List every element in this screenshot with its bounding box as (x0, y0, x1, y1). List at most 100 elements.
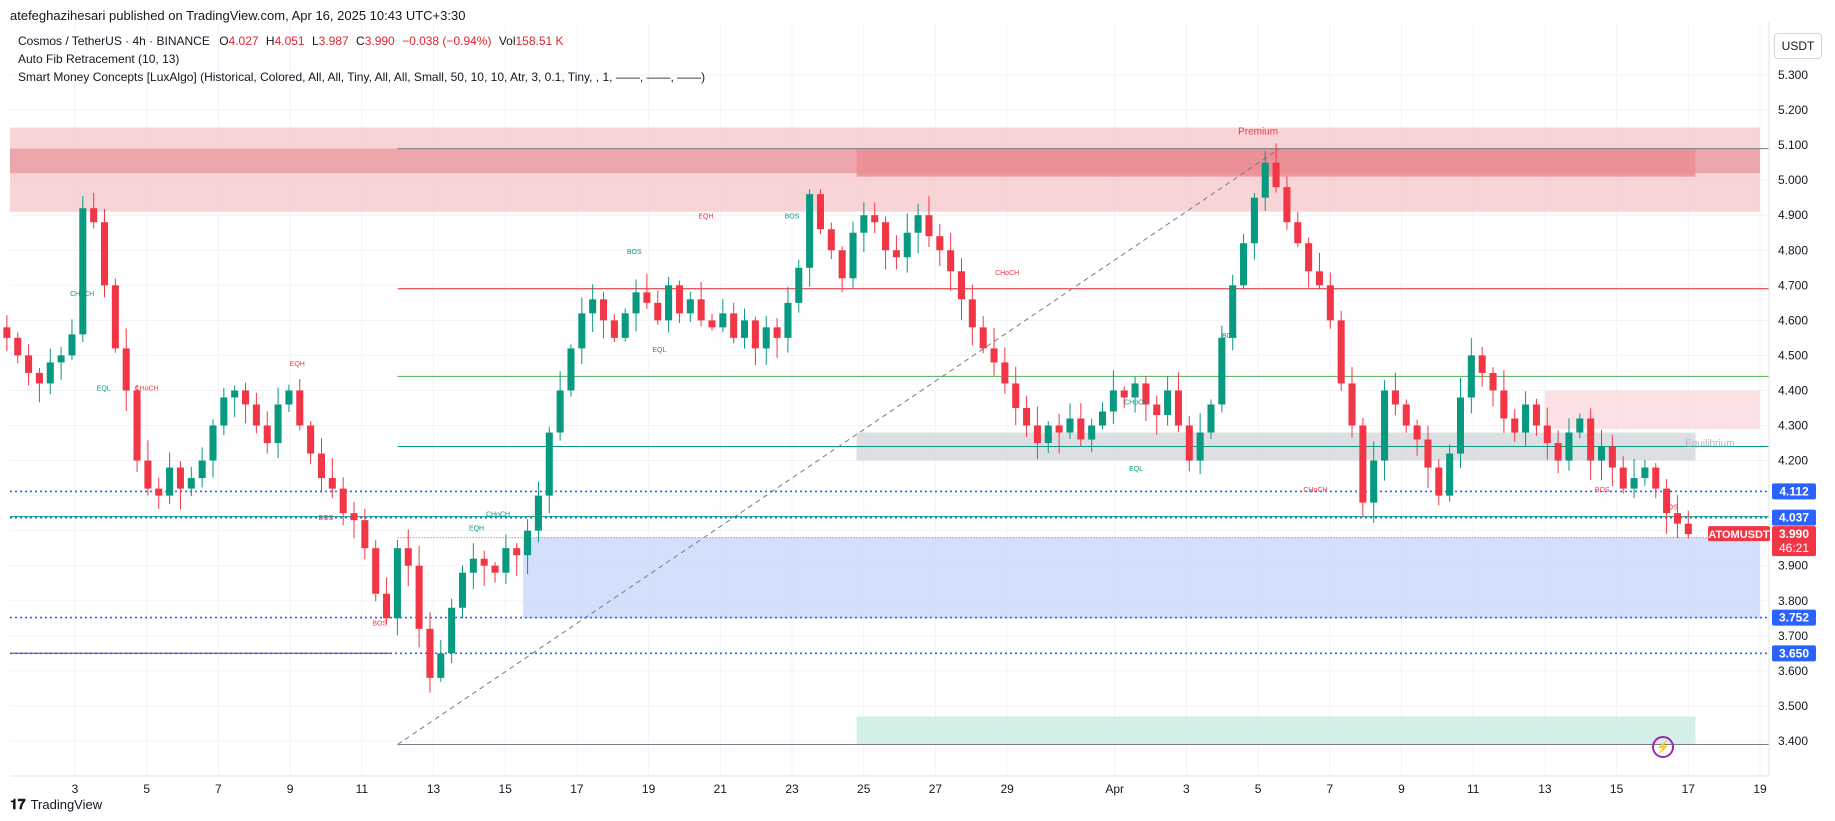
candle-body (990, 348, 998, 363)
candle-body (372, 548, 380, 594)
candle-body (979, 327, 987, 349)
candle-body (1315, 271, 1323, 286)
candle-body (665, 285, 673, 321)
candle-body (1489, 372, 1497, 391)
smc-label: EQH (290, 361, 305, 368)
ohlc-high-label: H (265, 34, 275, 48)
candle-body (1153, 404, 1161, 415)
candle-body (567, 348, 575, 391)
candle-body (35, 372, 43, 384)
price-badge-label: 3.752 (1779, 611, 1809, 625)
smc-label: BOS (1222, 333, 1237, 340)
candle-body (437, 653, 445, 678)
candle-body (415, 565, 423, 629)
y-tick-label: 3.800 (1778, 594, 1808, 608)
x-tick-label: 5 (1255, 782, 1262, 796)
price-badge[interactable] (1772, 509, 1816, 526)
candle-body (1381, 390, 1389, 461)
ohlc-open: 4.027 (228, 34, 259, 48)
candle-body (1630, 478, 1638, 489)
footer-brand[interactable]: 𝟏𝟕 TradingView (10, 796, 102, 813)
candle-body (686, 299, 694, 314)
last-price-badge[interactable] (1772, 526, 1816, 557)
price-badge[interactable] (1772, 483, 1816, 500)
candle-body (1174, 390, 1182, 426)
candle-body (296, 390, 304, 426)
candle-body (762, 327, 770, 349)
candle-body (502, 548, 510, 573)
y-tick-label: 4.500 (1778, 348, 1808, 362)
symbol-legend: Cosmos / TetherUS · 4h · BINANCE O4.027 … (18, 34, 564, 48)
candle-body (621, 313, 629, 338)
x-tick-label: 21 (714, 782, 728, 796)
ohlc-low: 3.987 (318, 34, 349, 48)
smc-label: BOS (319, 515, 334, 522)
y-tick-label: 3.400 (1778, 734, 1808, 748)
candle-body (1012, 383, 1020, 408)
candle-body (1587, 418, 1595, 461)
x-tick-label: 25 (857, 782, 871, 796)
x-tick-label: 17 (570, 782, 584, 796)
candle-body (827, 229, 835, 251)
candle-body (317, 453, 325, 479)
candle-body (1250, 197, 1258, 244)
smc-label: EQL (97, 385, 111, 392)
volume-value: 158.51 K (515, 34, 564, 48)
candle-body (1272, 162, 1280, 188)
candle-body (1077, 418, 1085, 440)
y-tick-label: 3.600 (1778, 664, 1808, 678)
indicator-smc[interactable]: Smart Money Concepts [LuxAlgo] (Historic… (18, 70, 706, 84)
candle-body (187, 478, 195, 489)
candle-body (524, 530, 532, 556)
candle-body (448, 607, 456, 654)
candle-body (892, 250, 900, 258)
candle-body (1033, 425, 1041, 444)
x-tick-label: 3 (72, 782, 79, 796)
price-badge[interactable] (1772, 645, 1816, 662)
y-tick-label: 3.700 (1778, 629, 1808, 643)
price-axis[interactable] (1769, 0, 1835, 821)
candle-body (339, 488, 347, 514)
candle-body (1001, 362, 1009, 384)
x-tick-label: 13 (1538, 782, 1552, 796)
candle-body (773, 327, 781, 338)
candle-body (795, 267, 803, 303)
smc-label: BOS (372, 620, 387, 627)
candle-body (1402, 404, 1410, 426)
x-tick-label: 11 (1467, 782, 1480, 796)
symbol-badge[interactable] (1708, 526, 1770, 542)
candle-body (176, 467, 184, 489)
ohlc-open-label: O (219, 34, 229, 48)
candle-body (285, 390, 293, 405)
candle-body (274, 404, 282, 444)
zone-demand (856, 716, 1696, 745)
y-tick-label: 4.800 (1778, 243, 1808, 257)
smc-label: CHoCH (70, 291, 94, 298)
smc-label: Equilibrium (1685, 439, 1734, 450)
candle-body (838, 250, 846, 279)
candle-body (1348, 383, 1356, 426)
smc-label: EQH (698, 214, 713, 221)
countdown-label: 46:21 (1779, 541, 1809, 555)
candle-body (751, 320, 759, 349)
candle-body (882, 222, 890, 251)
candle-body (708, 320, 716, 328)
lightning-icon[interactable]: ⚡ (1652, 736, 1674, 758)
candle-body (100, 222, 109, 286)
candle-body (556, 390, 564, 433)
ohlc-close-label: C (356, 34, 365, 48)
smc-label: BOS (1595, 487, 1610, 494)
candle-body (393, 548, 401, 619)
candle-body (1283, 187, 1291, 223)
candle-body (328, 478, 336, 489)
smc-label: CHoCH (135, 385, 159, 392)
candle-body (534, 495, 542, 531)
indicator-fib[interactable]: Auto Fib Retracement (10, 13) (18, 52, 180, 66)
price-badge[interactable] (1772, 609, 1816, 626)
x-tick-label: 11 (356, 782, 369, 796)
candle-body (79, 208, 87, 335)
price-badge-label: 4.112 (1779, 484, 1809, 498)
currency-button[interactable]: USDT (1774, 33, 1822, 59)
